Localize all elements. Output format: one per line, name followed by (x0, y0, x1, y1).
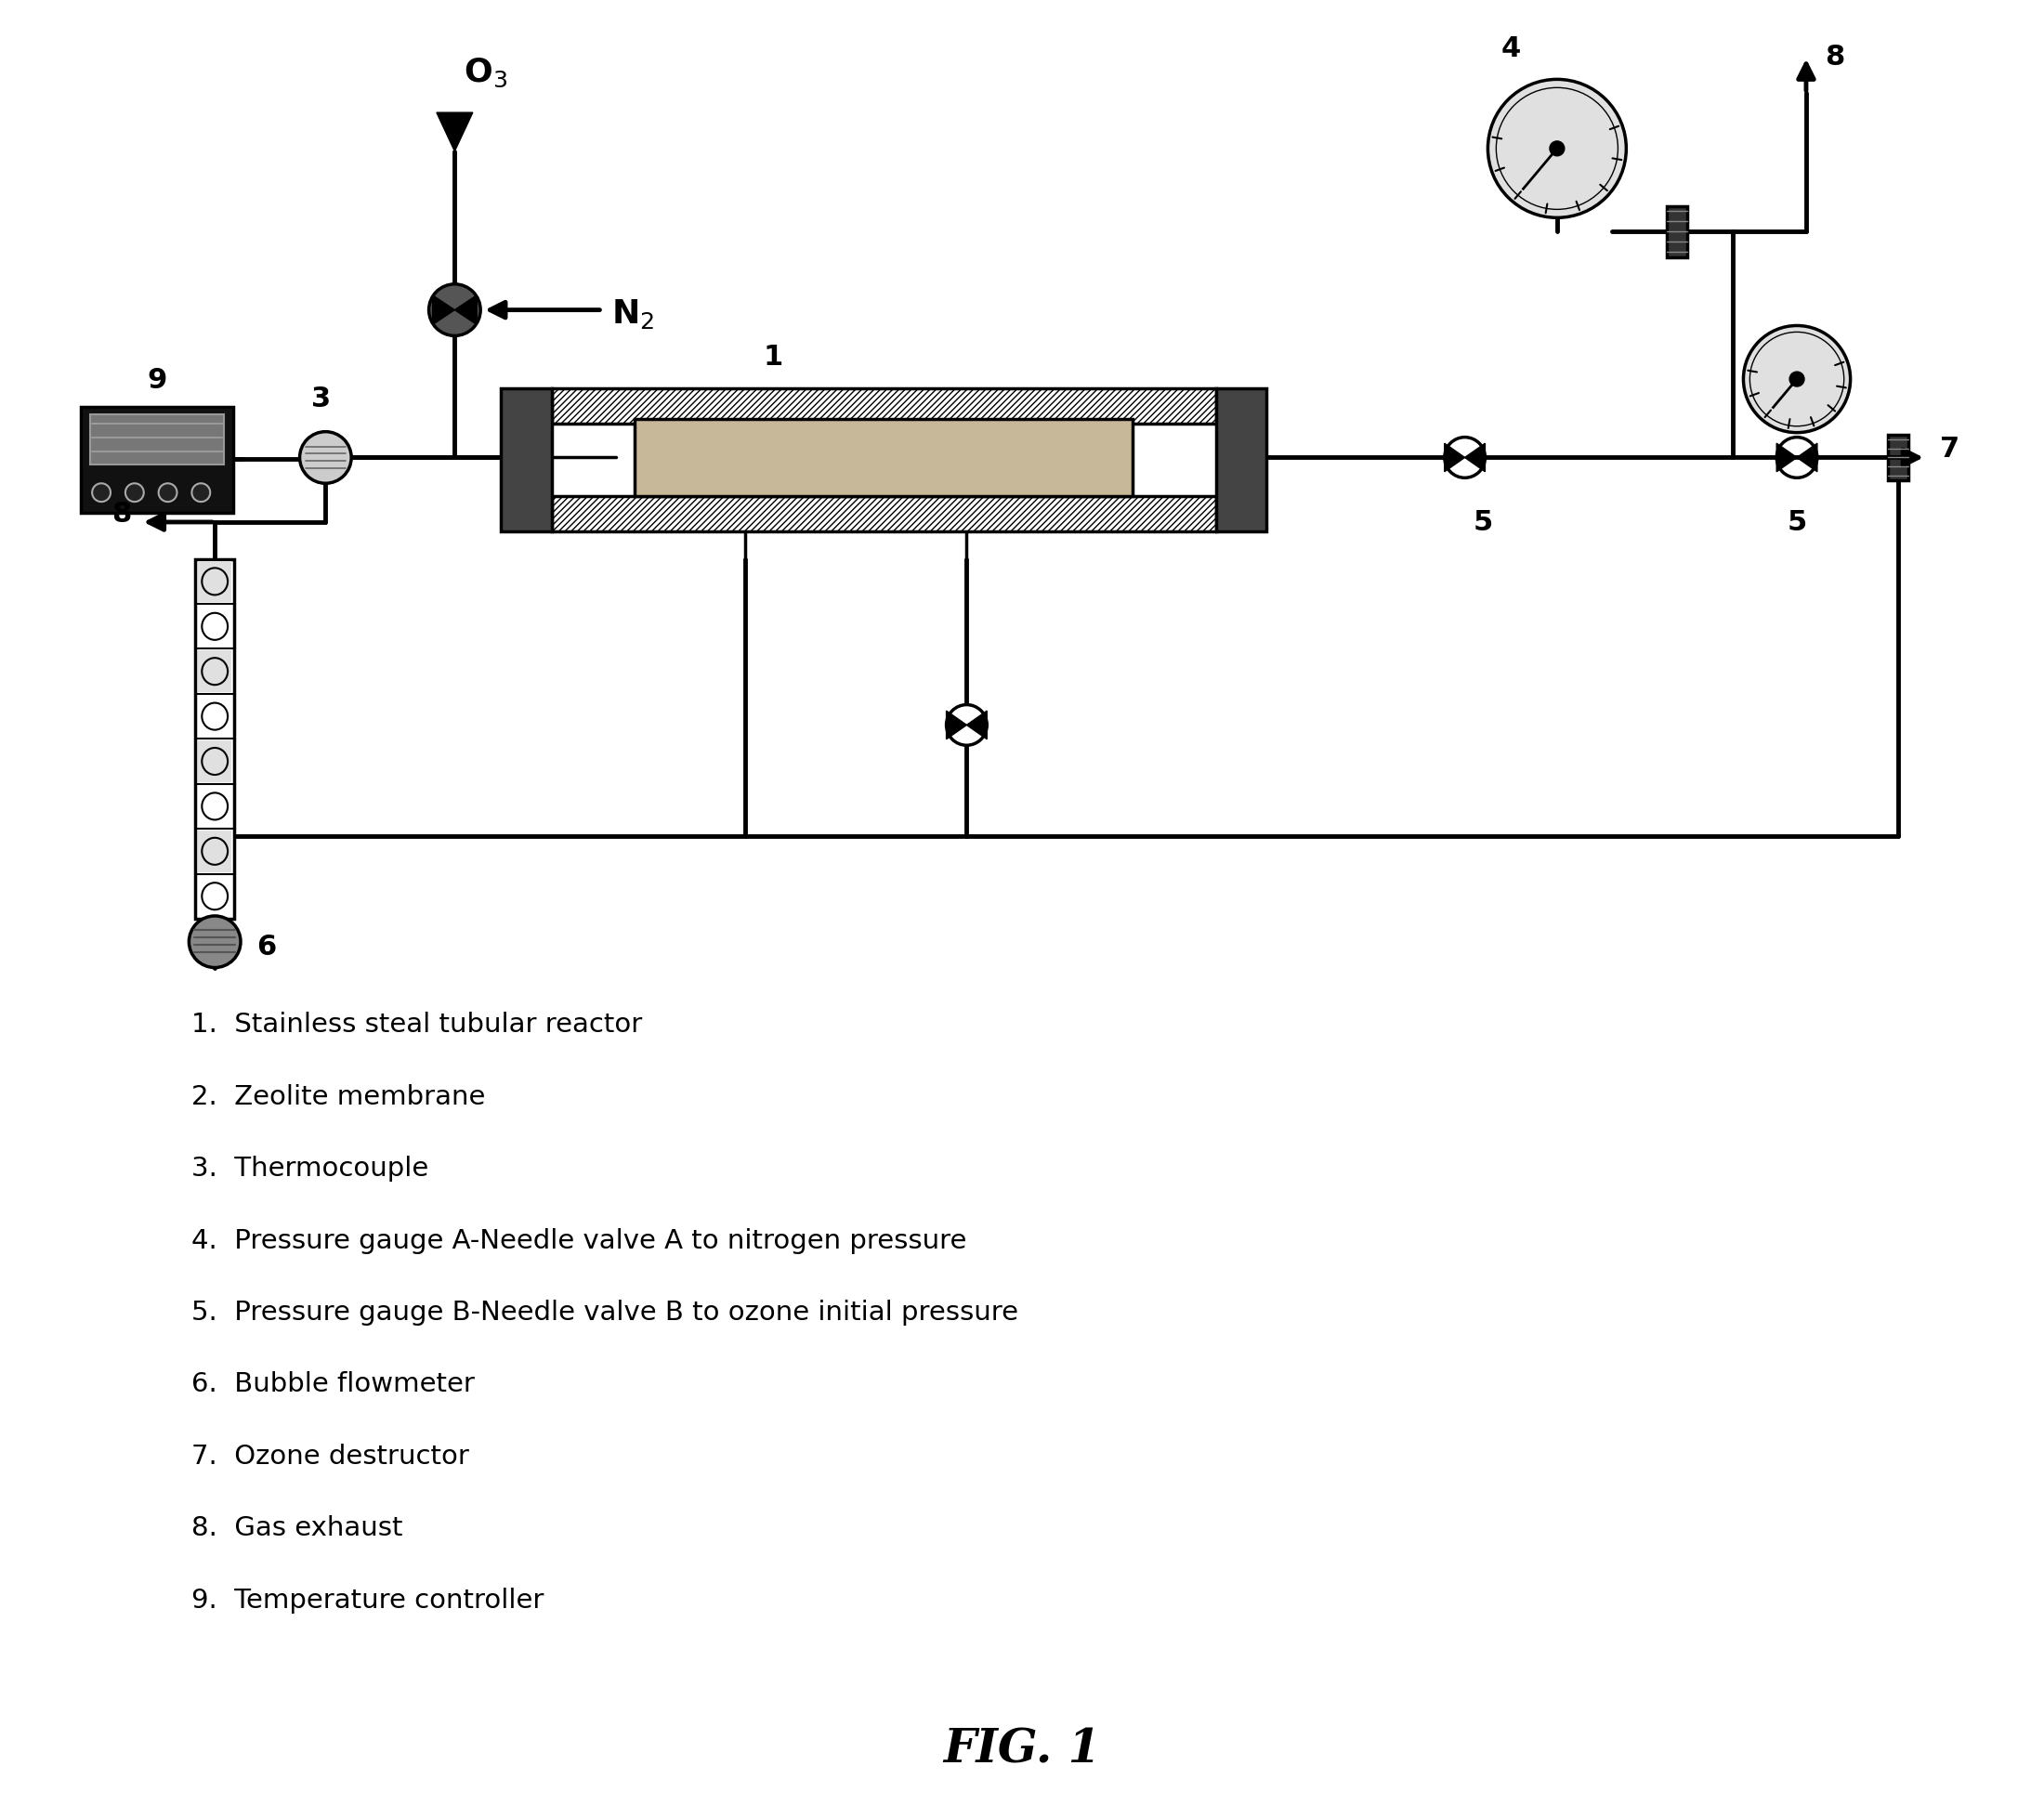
Bar (198, 831, 231, 873)
Polygon shape (454, 296, 476, 325)
Polygon shape (1776, 444, 1797, 473)
Bar (552, 389, 1216, 424)
Text: 8: 8 (112, 500, 131, 527)
Text: O$_3$: O$_3$ (464, 56, 507, 89)
Polygon shape (946, 711, 967, 740)
Text: 9.  Temperature controller: 9. Temperature controller (192, 1587, 544, 1613)
Bar (90, 415, 225, 465)
Polygon shape (437, 113, 472, 153)
Circle shape (192, 484, 211, 502)
Text: 1.  Stainless steal tubular reactor: 1. Stainless steal tubular reactor (192, 1011, 642, 1038)
Circle shape (188, 916, 241, 967)
Text: 2.  Zeolite membrane: 2. Zeolite membrane (192, 1084, 486, 1109)
Text: 8: 8 (1825, 44, 1844, 71)
Circle shape (159, 484, 178, 502)
Bar (198, 562, 231, 604)
Circle shape (1549, 142, 1564, 156)
Bar (552, 496, 1216, 533)
Circle shape (92, 484, 110, 502)
Text: 4: 4 (1500, 35, 1521, 62)
Text: 5.  Pressure gauge B-Needle valve B to ozone initial pressure: 5. Pressure gauge B-Needle valve B to oz… (192, 1300, 1018, 1325)
Polygon shape (1445, 444, 1466, 473)
Text: 7.  Ozone destructor: 7. Ozone destructor (192, 1443, 470, 1469)
Text: 5: 5 (1786, 509, 1807, 536)
Bar (501, 389, 552, 533)
Circle shape (1744, 327, 1850, 433)
Bar (198, 742, 231, 782)
Text: 1: 1 (762, 344, 783, 371)
Circle shape (429, 285, 480, 336)
Bar (1889, 435, 1909, 482)
Text: 8.  Gas exhaust: 8. Gas exhaust (192, 1514, 403, 1540)
Polygon shape (1797, 444, 1817, 473)
Text: 7: 7 (1940, 436, 1960, 462)
Circle shape (946, 705, 987, 745)
Bar (198, 651, 231, 693)
Bar (82, 407, 233, 513)
Text: 9: 9 (147, 367, 168, 395)
Polygon shape (967, 711, 987, 740)
Text: FIG. 1: FIG. 1 (944, 1725, 1100, 1771)
Text: 5: 5 (1474, 509, 1492, 536)
Bar (196, 560, 235, 920)
Circle shape (1445, 438, 1486, 478)
Text: 6: 6 (256, 933, 276, 960)
Polygon shape (433, 296, 454, 325)
Bar (1666, 207, 1686, 258)
Text: N$_2$: N$_2$ (611, 296, 654, 331)
Bar (634, 420, 1132, 496)
Circle shape (125, 484, 143, 502)
Circle shape (300, 433, 352, 484)
Text: 4.  Pressure gauge A-Needle valve A to nitrogen pressure: 4. Pressure gauge A-Needle valve A to ni… (192, 1227, 967, 1253)
Circle shape (1788, 373, 1805, 387)
Bar (1216, 389, 1267, 533)
Text: 3.  Thermocouple: 3. Thermocouple (192, 1154, 429, 1182)
Circle shape (1488, 80, 1627, 218)
Text: 6.  Bubble flowmeter: 6. Bubble flowmeter (192, 1371, 474, 1396)
Text: 3: 3 (311, 385, 331, 413)
Polygon shape (1466, 444, 1486, 473)
Circle shape (1776, 438, 1817, 478)
